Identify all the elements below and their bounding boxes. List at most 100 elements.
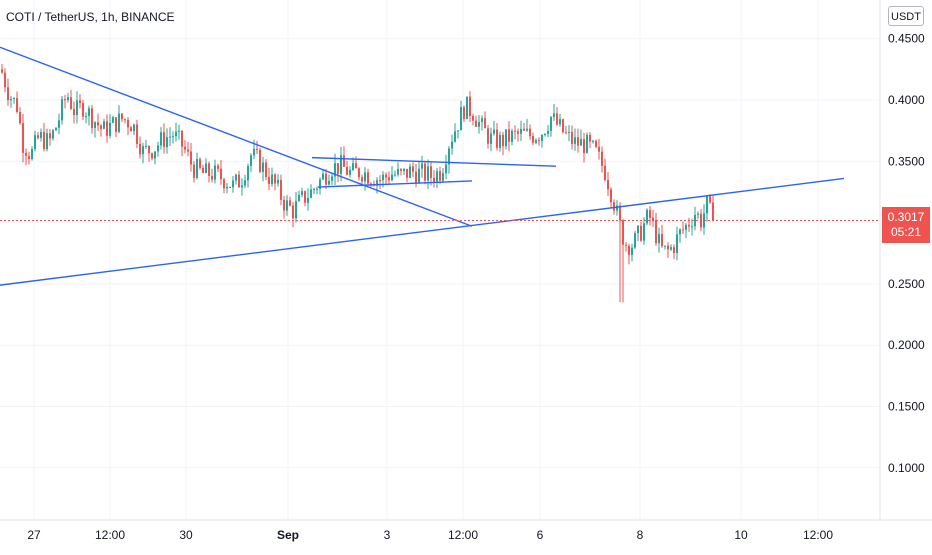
candle — [568, 124, 570, 142]
candle — [652, 209, 654, 227]
price-tick-label: 0.2000 — [888, 338, 925, 352]
candle — [49, 129, 51, 146]
candle — [268, 167, 270, 191]
candle — [322, 168, 324, 181]
time-tick-label: 6 — [537, 528, 544, 542]
candle — [316, 186, 318, 195]
candle — [457, 130, 459, 139]
candle — [589, 132, 591, 149]
candle — [283, 196, 285, 219]
candle — [226, 182, 228, 194]
candle — [547, 125, 549, 138]
candle — [331, 173, 333, 186]
candle — [88, 105, 90, 126]
candle — [427, 159, 429, 190]
trendline[interactable] — [317, 180, 473, 188]
candle — [451, 134, 453, 155]
trendline[interactable] — [311, 156, 557, 167]
candle — [520, 120, 522, 142]
candle — [58, 113, 60, 135]
candle — [406, 168, 408, 183]
time-tick-label: 27 — [27, 528, 41, 542]
candle — [685, 223, 687, 239]
candle — [4, 68, 6, 93]
candle — [478, 114, 480, 134]
bar-countdown: 05:21 — [890, 225, 922, 239]
candle — [55, 127, 57, 131]
candle — [607, 172, 609, 196]
candle — [16, 91, 18, 114]
candle — [235, 173, 237, 185]
candle — [208, 161, 210, 183]
candle — [664, 245, 666, 250]
candle — [673, 244, 675, 260]
candle — [184, 140, 186, 154]
candle — [256, 141, 258, 154]
candle — [229, 186, 231, 188]
candle — [616, 200, 618, 216]
candle — [463, 105, 465, 122]
candle — [139, 136, 141, 159]
candle — [19, 107, 21, 125]
candle — [703, 204, 705, 235]
candle — [145, 139, 147, 149]
candle — [118, 105, 120, 134]
candle — [697, 211, 699, 220]
candle — [679, 228, 681, 243]
symbol-title[interactable]: COTI / TetherUS, 1h, BINANCE — [6, 10, 175, 24]
candle — [148, 145, 150, 162]
trendline[interactable] — [0, 46, 473, 227]
candle — [577, 128, 579, 153]
candle — [706, 195, 708, 222]
candle — [640, 221, 642, 242]
price-axis[interactable]: 0.4500 0.4000 0.3500 0.2500 0.2000 0.1500 0.10… — [888, 32, 925, 475]
candle — [217, 163, 219, 173]
candle — [340, 146, 342, 182]
trendlines[interactable] — [0, 46, 845, 286]
candle — [595, 139, 597, 149]
candle — [154, 151, 156, 165]
candle — [397, 162, 399, 177]
candle — [295, 191, 297, 223]
candle — [373, 180, 375, 187]
candle — [163, 123, 165, 154]
candle — [28, 151, 30, 165]
candle — [136, 119, 138, 149]
candle — [466, 96, 468, 120]
candle — [667, 242, 669, 258]
candle — [106, 114, 108, 143]
candle — [400, 168, 402, 176]
candle — [7, 78, 9, 106]
candle — [253, 139, 255, 160]
candle — [586, 132, 588, 154]
time-tick-label: 12:00 — [803, 528, 833, 542]
candle — [496, 123, 498, 151]
candle — [571, 125, 573, 150]
candle — [505, 129, 507, 150]
candle — [46, 128, 48, 152]
candle — [13, 97, 15, 104]
candle — [205, 158, 207, 174]
trendline[interactable] — [0, 177, 845, 286]
currency-label[interactable]: USDT — [888, 6, 924, 26]
candle — [493, 120, 495, 136]
candle — [544, 133, 546, 137]
candle — [625, 242, 627, 252]
candle — [418, 161, 420, 184]
candle — [121, 113, 123, 122]
candle — [598, 138, 600, 160]
time-tick-label: Sep — [277, 528, 299, 542]
candle — [514, 125, 516, 140]
time-axis[interactable]: 27 12:00 30 Sep 3 12:00 6 8 10 12:00 — [27, 528, 833, 542]
candle — [628, 243, 630, 265]
candle — [601, 146, 603, 173]
candle — [85, 112, 87, 124]
candle — [1, 63, 3, 74]
candle — [658, 227, 660, 253]
candle — [310, 184, 312, 199]
candle — [187, 141, 189, 157]
candle — [97, 113, 99, 132]
candle — [574, 128, 576, 151]
